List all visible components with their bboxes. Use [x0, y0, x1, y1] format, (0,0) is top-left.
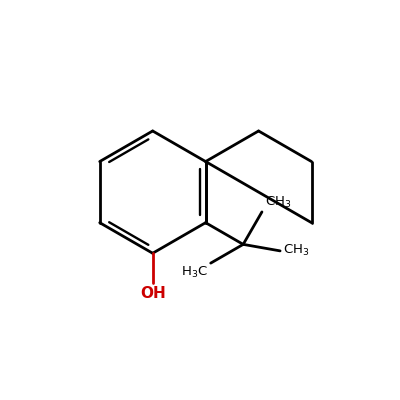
Text: H$_3$C: H$_3$C [181, 265, 208, 280]
Text: CH$_3$: CH$_3$ [265, 195, 292, 210]
Text: CH$_3$: CH$_3$ [283, 243, 310, 258]
Text: OH: OH [140, 286, 166, 301]
